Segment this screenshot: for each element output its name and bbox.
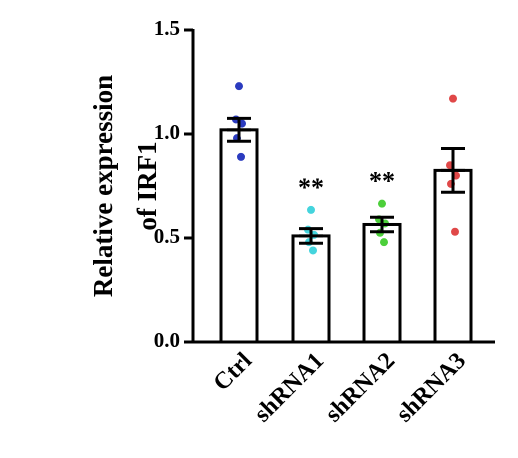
- significance-marks: ** **: [298, 167, 395, 202]
- y-axis-label: Relative expression of IRF1: [88, 75, 162, 297]
- y-tick-label: 1.5: [154, 16, 180, 40]
- data-points: [232, 82, 460, 255]
- data-point: [309, 246, 317, 255]
- bar: [433, 168, 473, 344]
- data-point: [307, 205, 315, 214]
- significance-label: **: [369, 167, 395, 196]
- error-bars: [227, 116, 465, 245]
- data-point: [378, 199, 386, 208]
- bar: [219, 128, 259, 344]
- x-tick-label: shRNA2: [320, 348, 400, 428]
- x-tick-label: shRNA1: [249, 348, 329, 428]
- x-tick-label: Ctrl: [209, 348, 258, 397]
- y-axis-label-line: Relative expression: [88, 75, 118, 297]
- x-tick-label: shRNA3: [391, 348, 471, 428]
- y-tick-label: 1.0: [154, 120, 180, 144]
- data-point: [380, 238, 388, 247]
- significance-label: **: [298, 173, 324, 202]
- bars: [219, 128, 473, 344]
- y-tick-label: 0.5: [154, 224, 180, 248]
- data-point: [451, 227, 459, 236]
- data-point: [449, 94, 457, 103]
- y-axis-label-line: of IRF1: [132, 141, 162, 230]
- y-tick-label: 0.0: [154, 328, 180, 352]
- data-point: [237, 152, 245, 161]
- data-point: [235, 82, 243, 91]
